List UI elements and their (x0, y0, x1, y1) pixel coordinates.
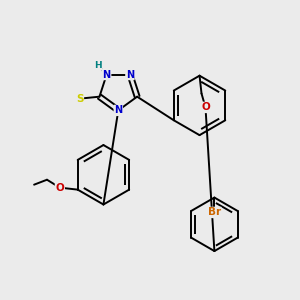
Text: Br: Br (208, 207, 221, 218)
Text: S: S (76, 94, 83, 104)
Text: N: N (126, 70, 134, 80)
Text: H: H (94, 61, 101, 70)
Text: O: O (56, 183, 64, 193)
Text: O: O (201, 102, 210, 112)
Text: N: N (114, 105, 122, 116)
Text: N: N (103, 70, 111, 80)
